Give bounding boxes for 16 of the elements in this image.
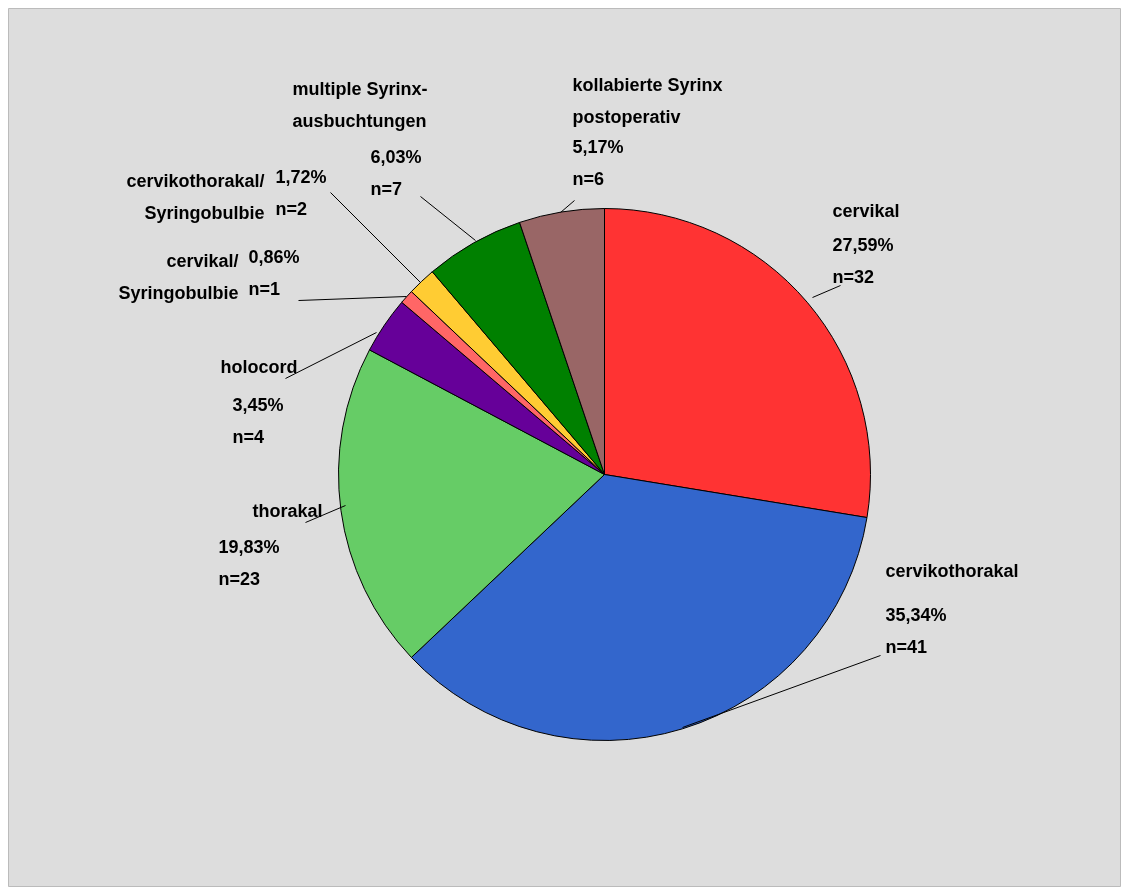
data-label: 19,83% n=23 bbox=[218, 536, 280, 589]
slice-label: cervikal/ Syringobulbie bbox=[118, 250, 239, 303]
data-label: 5,17% n=6 bbox=[572, 136, 624, 189]
slice-label: thorakal bbox=[252, 500, 323, 521]
slice-label: cervikal bbox=[832, 200, 900, 221]
slice-label: multiple Syrinx- ausbuchtungen bbox=[292, 78, 428, 131]
slice-label: kollabierte Syrinx postoperativ bbox=[572, 74, 723, 127]
data-label: 35,34% n=41 bbox=[885, 604, 947, 657]
data-label: 3,45% n=4 bbox=[232, 394, 284, 447]
slice-label: cervikothorakal/ Syringobulbie bbox=[126, 170, 265, 223]
data-label: 6,03% n=7 bbox=[370, 146, 422, 199]
data-label: 27,59% n=32 bbox=[832, 234, 894, 287]
slice-label: cervikothorakal bbox=[885, 560, 1019, 581]
data-label: 1,72% n=2 bbox=[275, 166, 327, 219]
data-label: 0,86% n=1 bbox=[248, 246, 300, 299]
slice-label: holocord bbox=[220, 356, 298, 377]
